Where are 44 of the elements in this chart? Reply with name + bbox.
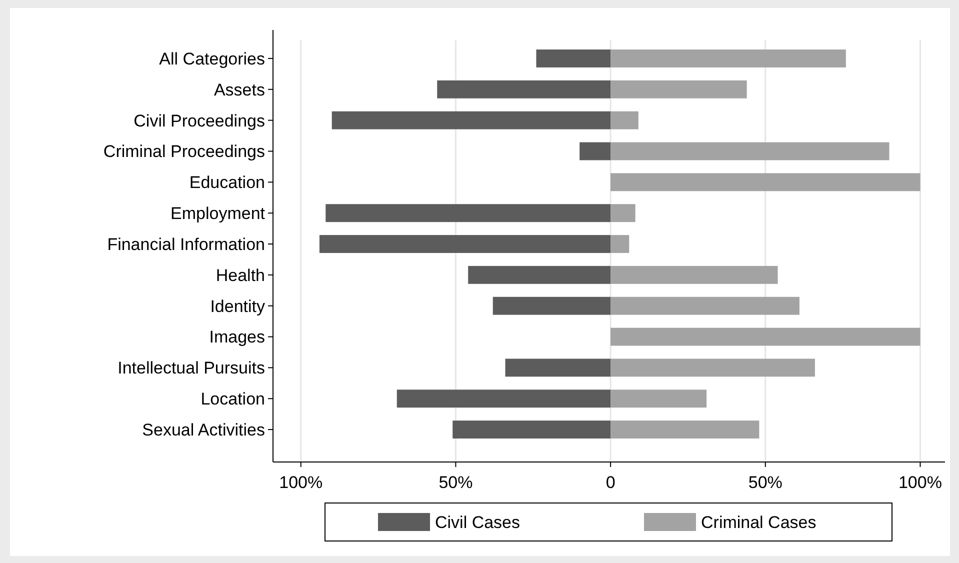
bar	[492, 296, 611, 315]
bar	[610, 49, 846, 68]
bar	[610, 80, 747, 98]
bar	[437, 80, 611, 98]
y-tick-label: Civil Proceedings	[134, 111, 265, 130]
x-tick-label: 100%	[898, 473, 942, 492]
y-tick-label: Financial Information	[107, 234, 265, 254]
x-tick-label: 50%	[748, 473, 782, 492]
bar	[468, 266, 611, 284]
y-tick-label: Employment	[170, 204, 266, 224]
bar	[610, 111, 638, 130]
legend-label: Civil Cases	[435, 512, 520, 532]
y-tick-label: Sexual Activities	[142, 420, 265, 440]
bar	[452, 420, 611, 439]
y-tick-label: Assets	[214, 80, 265, 100]
bar	[610, 296, 800, 315]
bar	[319, 235, 611, 253]
y-tick-label: Intellectual Pursuits	[118, 358, 265, 378]
bar	[610, 204, 636, 222]
bar	[610, 328, 920, 346]
bar	[580, 142, 611, 160]
y-tick-label: Location	[200, 390, 265, 409]
bar	[505, 358, 611, 377]
y-tick-label: Education	[189, 173, 265, 192]
x-tick-label: 0	[606, 473, 616, 492]
bar	[610, 173, 920, 192]
bar	[610, 142, 890, 160]
bar	[610, 390, 707, 408]
y-tick-label: Health	[216, 266, 265, 285]
y-tick-label: All Categories	[159, 49, 265, 68]
bar	[610, 235, 630, 253]
bar	[396, 390, 611, 408]
x-tick-label: 50%	[438, 473, 473, 492]
bar	[610, 266, 778, 284]
bar	[332, 111, 611, 130]
bar	[610, 358, 815, 377]
y-tick-label: Identity	[210, 296, 266, 316]
bar	[326, 204, 611, 222]
legend-label: Criminal Cases	[701, 512, 816, 532]
y-tick-label: Images	[209, 328, 265, 347]
bar	[536, 49, 611, 68]
bar	[610, 420, 760, 439]
x-tick-label: 100%	[279, 473, 323, 492]
y-tick-label: Criminal Proceedings	[103, 142, 265, 162]
